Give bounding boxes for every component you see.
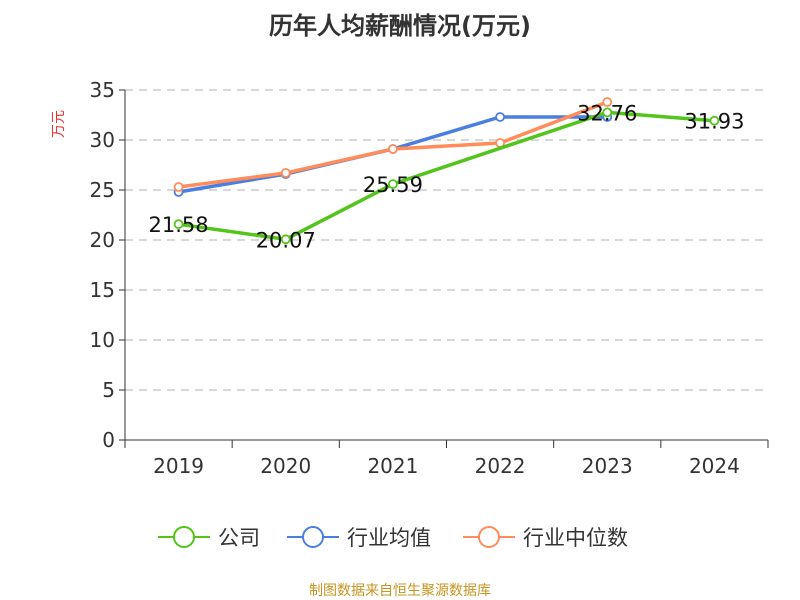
- y-tick-label: 10: [90, 328, 115, 352]
- legend-label: 公司: [218, 526, 260, 550]
- data-point: [388, 179, 398, 190]
- legend-company[interactable]: 公司: [158, 522, 260, 552]
- y-tick-label: 0: [102, 428, 115, 452]
- legend-marker-company: [158, 526, 210, 548]
- data-point: [495, 112, 505, 122]
- legend-label: 行业均值: [347, 526, 431, 550]
- data-point: [173, 182, 184, 192]
- y-tick-label: 35: [90, 78, 115, 102]
- legend-marker-industry-median: [463, 526, 515, 548]
- x-tick-label: 2020: [260, 454, 311, 478]
- data-label: 20.07: [256, 228, 316, 252]
- data-label: 25.59: [363, 173, 423, 197]
- legend-industry-median[interactable]: 行业中位数: [463, 522, 628, 552]
- legend-label: 行业中位数: [523, 526, 628, 550]
- data-label: 32.76: [577, 101, 637, 125]
- y-tick-label: 15: [90, 278, 115, 302]
- data-point: [173, 219, 184, 230]
- x-tick-label: 2021: [367, 454, 418, 478]
- y-tick-label: 30: [90, 128, 115, 152]
- data-point: [280, 168, 291, 178]
- source-note: 制图数据来自恒生聚源数据库: [309, 583, 491, 599]
- legend-industry-mean[interactable]: 行业均值: [287, 522, 431, 552]
- x-tick-label: 2024: [689, 454, 740, 478]
- chart-title: 历年人均薪酬情况(万元): [269, 12, 531, 40]
- data-point: [709, 115, 720, 126]
- data-point: [388, 144, 398, 154]
- data-point: [280, 234, 291, 245]
- y-tick-label: 20: [90, 228, 115, 252]
- x-tick-label: 2022: [475, 454, 526, 478]
- y-tick-label: 25: [90, 178, 115, 202]
- data-label: 21.58: [149, 213, 209, 237]
- x-tick-label: 2023: [582, 454, 633, 478]
- legend-marker-industry-mean: [287, 526, 339, 548]
- data-label: 31.93: [684, 110, 744, 134]
- data-point: [602, 107, 613, 118]
- y-tick-label: 5: [102, 378, 115, 402]
- x-tick-label: 2019: [153, 454, 204, 478]
- data-point: [602, 97, 613, 107]
